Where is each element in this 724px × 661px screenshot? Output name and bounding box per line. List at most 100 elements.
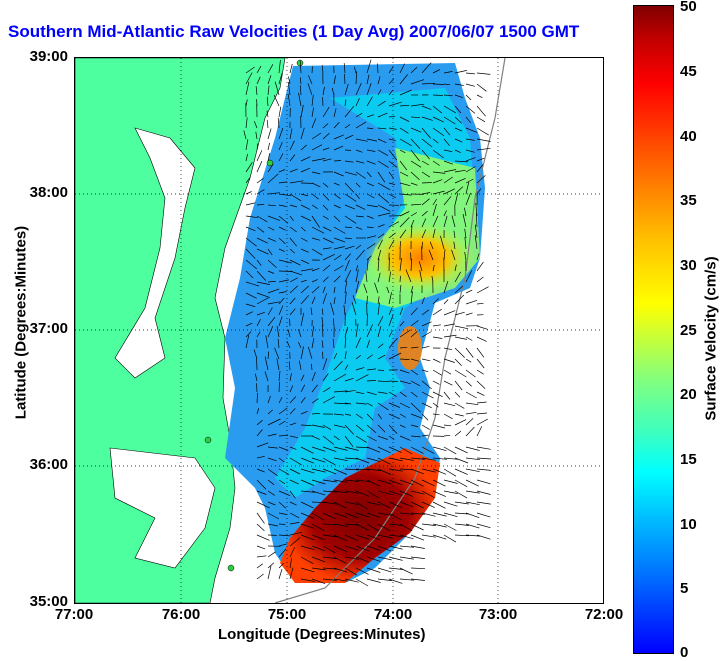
velocity-vector <box>444 403 455 406</box>
velocity-vector <box>433 84 444 85</box>
velocity-vector <box>268 129 271 140</box>
velocity-vector <box>455 458 468 463</box>
velocity-vector <box>455 469 468 475</box>
velocity-vector <box>466 392 477 398</box>
velocity-vector <box>466 427 474 436</box>
velocity-vector <box>274 95 279 106</box>
y-tick: 37:00 <box>0 320 68 337</box>
velocity-vector <box>279 107 281 117</box>
velocity-vector <box>257 556 266 557</box>
velocity-vector <box>367 314 368 326</box>
velocity-vector <box>477 303 484 304</box>
velocity-vector <box>466 73 475 74</box>
velocity-vector <box>455 431 461 436</box>
velocity-vector <box>477 370 484 374</box>
velocity-vector <box>433 359 441 363</box>
velocity-vector <box>455 420 466 425</box>
velocity-vector <box>455 403 464 408</box>
velocity-vector <box>444 435 450 436</box>
velocity-vector <box>477 502 491 504</box>
velocity-vector <box>246 203 255 205</box>
velocity-vector <box>433 392 443 397</box>
velocity-vector <box>411 535 424 540</box>
velocity-vector <box>257 574 264 579</box>
velocity-vector <box>257 564 263 568</box>
velocity-vector <box>477 469 491 470</box>
colorbar <box>633 5 674 654</box>
velocity-vector <box>466 412 477 414</box>
velocity-vector <box>367 579 381 583</box>
velocity-vector <box>466 418 473 425</box>
velocity-vector <box>455 491 467 498</box>
velocity-vector <box>433 370 442 375</box>
velocity-vector <box>323 352 324 359</box>
velocity-vector <box>257 150 262 161</box>
velocity-vector <box>466 447 480 451</box>
velocity-vector <box>257 383 258 392</box>
velocity-vector <box>345 74 346 84</box>
velocity-vector <box>268 143 270 150</box>
velocity-vector <box>466 524 479 528</box>
velocity-vector <box>422 183 432 184</box>
velocity-vector <box>477 392 484 396</box>
velocity-vector <box>444 469 456 476</box>
velocity-vector <box>444 381 452 385</box>
velocity-vector <box>455 348 465 358</box>
velocity-vector <box>466 370 476 377</box>
velocity-vector <box>477 402 487 403</box>
x-tick: 73:00 <box>468 606 528 623</box>
velocity-vector <box>257 393 258 403</box>
velocity-vector <box>455 447 468 453</box>
velocity-vector <box>466 381 472 386</box>
velocity-vector <box>433 425 445 428</box>
velocity-vector <box>466 480 479 486</box>
velocity-vector <box>444 414 453 419</box>
velocity-vector <box>422 359 430 361</box>
colorbar-tick: 40 <box>680 128 720 145</box>
colorbar-label: Surface Velocity (cm/s) <box>703 224 720 454</box>
velocity-vector <box>268 552 276 557</box>
x-axis-label: Longitude (Degrees:Minutes) <box>218 626 426 643</box>
colorbar-tick: 35 <box>680 192 720 209</box>
velocity-vector <box>466 403 478 405</box>
x-tick: 74:00 <box>363 606 423 623</box>
x-tick: 77:00 <box>44 606 104 623</box>
velocity-vector <box>257 546 265 549</box>
station-marker <box>205 437 211 443</box>
velocity-vector <box>477 117 485 122</box>
velocity-vector <box>257 524 264 531</box>
velocity-vector <box>477 419 488 425</box>
map-title: Southern Mid-Atlantic Raw Velocities (1 … <box>8 22 579 42</box>
velocity-vector <box>455 381 462 390</box>
velocity-vector <box>433 95 443 96</box>
velocity-vector <box>466 300 477 304</box>
velocity-vector <box>455 359 462 366</box>
velocity-vector <box>455 326 468 329</box>
velocity-vector <box>466 337 472 341</box>
velocity-vector <box>389 579 402 583</box>
velocity-vector <box>477 535 490 539</box>
velocity-vector <box>477 524 491 528</box>
velocity-vector <box>455 370 466 377</box>
velocity-vector <box>477 106 486 116</box>
x-tick: 75:00 <box>257 606 317 623</box>
velocity-vector <box>455 392 460 397</box>
colorbar-tick: 5 <box>680 580 720 597</box>
velocity-vector <box>477 84 486 91</box>
velocity-vector <box>378 568 391 572</box>
velocity-map <box>75 58 603 603</box>
velocity-vector <box>477 337 487 341</box>
velocity-vector <box>246 192 252 195</box>
velocity-vector <box>334 161 341 162</box>
velocity-vector <box>422 414 428 420</box>
y-tick: 38:00 <box>0 184 68 201</box>
velocity-vector <box>279 524 285 525</box>
velocity-vector <box>433 381 440 384</box>
velocity-vector <box>356 579 368 586</box>
velocity-vector <box>422 425 430 430</box>
velocity-vector <box>477 73 490 74</box>
velocity-vector <box>389 381 398 382</box>
velocity-vector <box>444 300 448 305</box>
velocity-vector <box>466 290 472 293</box>
velocity-vector <box>433 325 441 326</box>
